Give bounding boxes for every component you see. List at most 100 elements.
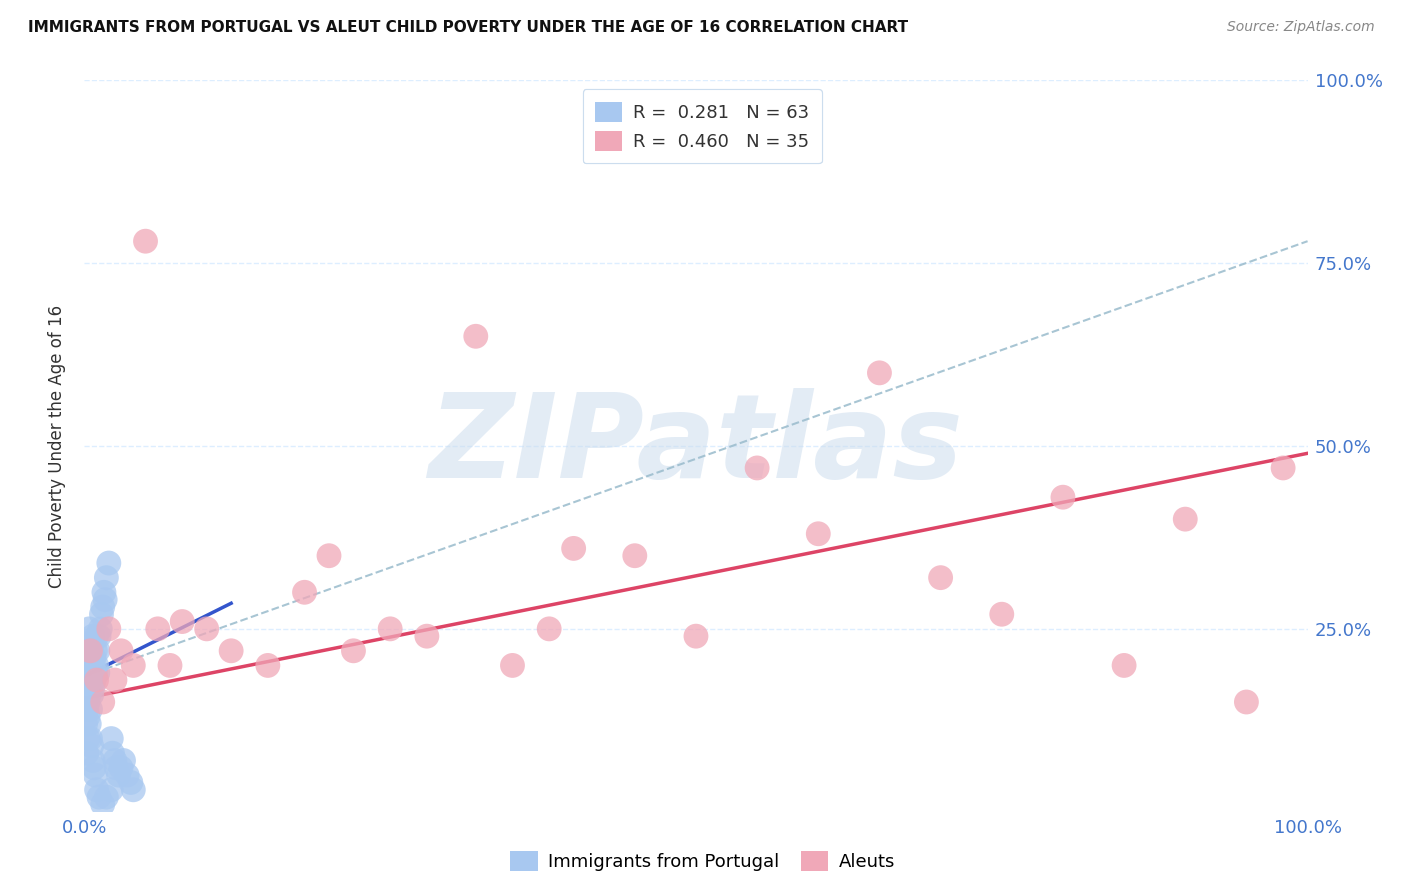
Point xyxy=(104,673,127,687)
Point xyxy=(416,629,439,643)
Point xyxy=(77,665,100,680)
Point xyxy=(77,644,100,658)
Point xyxy=(80,665,103,680)
Point xyxy=(120,775,142,789)
Point xyxy=(86,782,108,797)
Text: ZIPatlas: ZIPatlas xyxy=(429,389,963,503)
Point xyxy=(86,673,108,687)
Point xyxy=(79,681,101,695)
Point xyxy=(97,556,120,570)
Point xyxy=(86,658,108,673)
Point xyxy=(77,622,100,636)
Point xyxy=(96,571,118,585)
Point xyxy=(342,644,364,658)
Point xyxy=(75,695,97,709)
Point xyxy=(172,615,194,629)
Point xyxy=(101,746,124,760)
Point xyxy=(538,622,561,636)
Point xyxy=(94,592,117,607)
Point xyxy=(77,709,100,723)
Point xyxy=(76,658,98,673)
Point xyxy=(869,366,891,380)
Point xyxy=(89,622,111,636)
Legend: Immigrants from Portugal, Aleuts: Immigrants from Portugal, Aleuts xyxy=(503,844,903,879)
Point xyxy=(79,731,101,746)
Point xyxy=(76,673,98,687)
Point xyxy=(82,629,104,643)
Point xyxy=(87,629,110,643)
Point xyxy=(135,234,157,248)
Point xyxy=(84,644,107,658)
Point xyxy=(77,681,100,695)
Point xyxy=(807,526,830,541)
Point xyxy=(91,599,114,614)
Point xyxy=(110,644,132,658)
Point xyxy=(502,658,524,673)
Point xyxy=(929,571,952,585)
Point xyxy=(76,746,98,760)
Point xyxy=(77,651,100,665)
Point xyxy=(747,461,769,475)
Point xyxy=(380,622,402,636)
Point xyxy=(318,549,340,563)
Point xyxy=(257,658,280,673)
Point xyxy=(87,790,110,805)
Point xyxy=(624,549,647,563)
Point xyxy=(105,761,128,775)
Point xyxy=(110,761,132,775)
Point xyxy=(100,731,122,746)
Text: Source: ZipAtlas.com: Source: ZipAtlas.com xyxy=(1227,20,1375,34)
Point xyxy=(84,665,107,680)
Point xyxy=(80,688,103,702)
Point xyxy=(75,717,97,731)
Point xyxy=(77,731,100,746)
Point xyxy=(80,644,103,658)
Point xyxy=(1272,461,1295,475)
Point xyxy=(79,702,101,716)
Point xyxy=(91,797,114,812)
Point xyxy=(1052,490,1074,504)
Point xyxy=(86,629,108,643)
Point xyxy=(84,768,107,782)
Point xyxy=(83,761,105,775)
Point xyxy=(82,681,104,695)
Point xyxy=(87,665,110,680)
Point xyxy=(195,622,218,636)
Point xyxy=(294,585,316,599)
Point xyxy=(100,782,122,797)
Point xyxy=(122,658,145,673)
Point xyxy=(77,673,100,687)
Point xyxy=(146,622,169,636)
Legend: R =  0.281   N = 63, R =  0.460   N = 35: R = 0.281 N = 63, R = 0.460 N = 35 xyxy=(582,89,823,163)
Point xyxy=(76,702,98,716)
Point xyxy=(219,644,242,658)
Point xyxy=(107,768,129,782)
Point xyxy=(115,768,138,782)
Point xyxy=(1114,658,1136,673)
Point xyxy=(82,658,104,673)
Point xyxy=(122,782,145,797)
Point xyxy=(464,329,486,343)
Text: IMMIGRANTS FROM PORTUGAL VS ALEUT CHILD POVERTY UNDER THE AGE OF 16 CORRELATION : IMMIGRANTS FROM PORTUGAL VS ALEUT CHILD … xyxy=(28,20,908,35)
Point xyxy=(1236,695,1258,709)
Y-axis label: Child Poverty Under the Age of 16: Child Poverty Under the Age of 16 xyxy=(48,304,66,588)
Point xyxy=(112,754,135,768)
Point xyxy=(83,673,105,687)
Point xyxy=(80,739,103,753)
Point xyxy=(104,754,127,768)
Point xyxy=(93,585,115,599)
Point xyxy=(562,541,585,556)
Point xyxy=(79,644,101,658)
Point xyxy=(83,651,105,665)
Point xyxy=(685,629,707,643)
Point xyxy=(79,658,101,673)
Point xyxy=(1174,512,1197,526)
Point xyxy=(77,717,100,731)
Point xyxy=(82,754,104,768)
Point xyxy=(76,688,98,702)
Point xyxy=(91,695,114,709)
Point xyxy=(991,607,1014,622)
Point xyxy=(97,622,120,636)
Point xyxy=(77,688,100,702)
Point xyxy=(159,658,181,673)
